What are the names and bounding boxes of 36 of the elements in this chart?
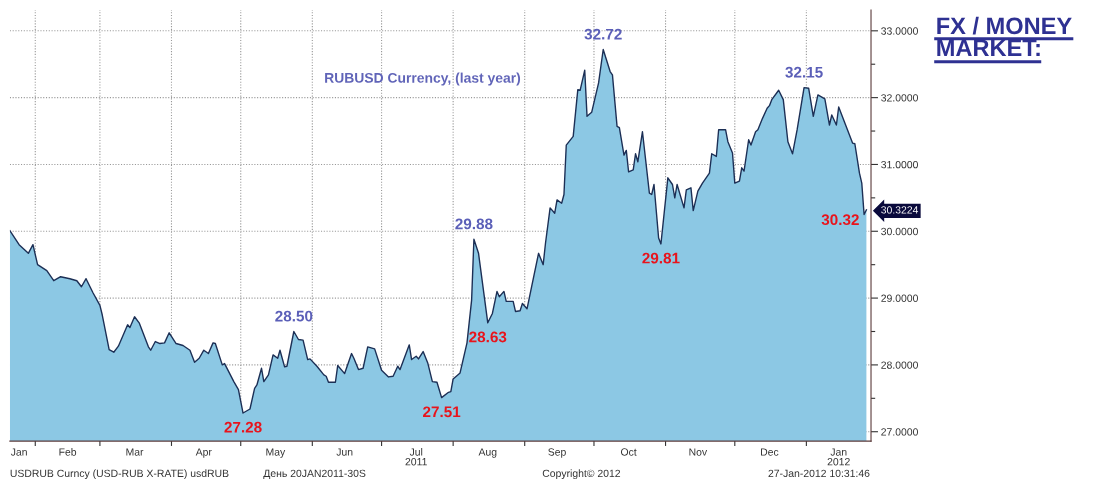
text: 27-Jan-2012 10:31:46 bbox=[768, 469, 870, 478]
x-tick-label: Dec bbox=[761, 448, 779, 456]
x-tick-label: Jan 2012 bbox=[827, 448, 850, 466]
x-tick-label: Feb bbox=[59, 448, 77, 456]
y-tick-label: 33.0000 bbox=[881, 27, 918, 35]
text: FX / MONEY MARKET: bbox=[937, 16, 1072, 56]
annotation: 28.50 bbox=[275, 310, 313, 322]
x-tick-label: Jan bbox=[10, 448, 27, 456]
text: RUBUSD Currency, (last year) bbox=[325, 72, 521, 86]
text: Copyright© 2012 bbox=[542, 469, 621, 480]
x-tick-label: Mar bbox=[126, 448, 144, 456]
x-tick-label: May bbox=[266, 448, 286, 458]
x-tick-label: Aug bbox=[478, 448, 497, 458]
y-tick-label: 27.0000 bbox=[881, 428, 918, 436]
y-tick-label: 30.0000 bbox=[881, 227, 918, 236]
text: USDRUB Curncy (USD-RUB X-RATE) usdRUB bbox=[10, 469, 229, 480]
annotation: 29.88 bbox=[455, 218, 493, 230]
annotation: 27.28 bbox=[224, 421, 262, 433]
y-tick-label: 30.3224 bbox=[881, 206, 919, 214]
x-tick-label: Apr bbox=[195, 448, 212, 458]
annotation: 32.72 bbox=[584, 28, 622, 40]
y-tick-label: 31.0000 bbox=[881, 160, 918, 169]
y-tick-label: 32.0000 bbox=[881, 94, 918, 102]
annotation: 29.81 bbox=[642, 252, 680, 264]
x-tick-label: Jun bbox=[336, 448, 353, 456]
annotation: 27.51 bbox=[423, 406, 461, 418]
annotation: 30.32 bbox=[821, 214, 859, 226]
x-tick-label: Oct bbox=[621, 448, 637, 456]
x-tick-label: Nov bbox=[689, 448, 708, 456]
annotation: 28.63 bbox=[469, 331, 507, 343]
annotation: 32.15 bbox=[785, 66, 823, 78]
y-tick-label: 28.0000 bbox=[881, 361, 918, 369]
x-tick-label: Sep bbox=[548, 448, 566, 458]
y-tick-label: 29.0000 bbox=[881, 294, 918, 302]
text: День 20JAN2011-30S bbox=[263, 469, 366, 479]
x-tick-label: Jul 2011 bbox=[405, 448, 427, 466]
